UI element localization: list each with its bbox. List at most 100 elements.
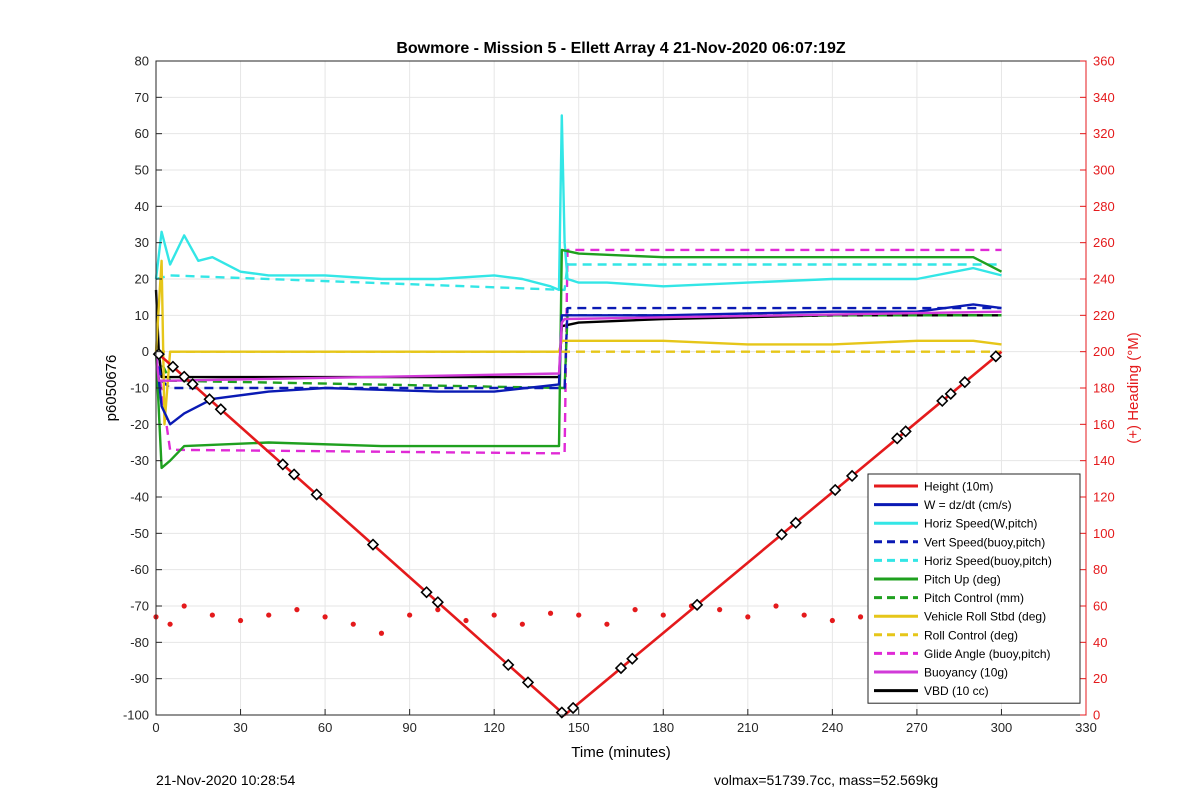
y2-tick-label: 280 bbox=[1093, 199, 1115, 214]
heading-point bbox=[745, 614, 751, 620]
dive-marker bbox=[845, 469, 859, 483]
dive-marker bbox=[521, 676, 535, 689]
heading-point bbox=[829, 617, 835, 624]
legend-label: Vert Speed(buoy,pitch) bbox=[924, 535, 1045, 549]
y-tick-label: -10 bbox=[130, 381, 149, 396]
dive-marker bbox=[203, 393, 216, 406]
y2-tick-label: 260 bbox=[1093, 235, 1115, 250]
dive-marker bbox=[944, 387, 957, 400]
legend-label: Pitch Control (mm) bbox=[924, 591, 1024, 605]
dive-marker bbox=[502, 658, 515, 672]
footer-timestamp: 21-Nov-2020 10:28:54 bbox=[156, 772, 296, 788]
dive-marker bbox=[166, 360, 180, 373]
footer-stats: volmax=51739.7cc, mass=52.569kg bbox=[714, 772, 939, 788]
dive-marker bbox=[420, 586, 433, 599]
heading-point bbox=[717, 607, 723, 613]
dive-marker bbox=[366, 538, 380, 551]
dive-marker bbox=[789, 516, 802, 529]
y2-axis-label: (+) Heading (°M) bbox=[1125, 332, 1142, 443]
heading-point bbox=[463, 617, 469, 624]
y-tick-label: -50 bbox=[130, 526, 149, 541]
y2-tick-label: 180 bbox=[1093, 381, 1115, 396]
x-tick-label: 30 bbox=[233, 720, 247, 735]
x-tick-label: 180 bbox=[652, 720, 674, 735]
heading-point bbox=[435, 607, 441, 613]
markers-layer bbox=[152, 348, 1002, 719]
dive-marker bbox=[989, 350, 1002, 363]
x-tick-label: 210 bbox=[737, 720, 759, 735]
dive-marker bbox=[899, 425, 912, 438]
x-tick-label: 60 bbox=[318, 720, 332, 735]
legend: Height (10m) W = dz/dt (cm/s) Horiz Speed(… bbox=[867, 473, 1081, 704]
y-tick-label: 70 bbox=[135, 90, 149, 105]
dive-marker bbox=[958, 376, 971, 389]
y-tick-label: -30 bbox=[130, 453, 149, 468]
y2-tick-label: 340 bbox=[1093, 90, 1115, 105]
x-tick-label: 240 bbox=[822, 720, 844, 735]
y-tick-label: -90 bbox=[130, 671, 149, 686]
y-tick-label: 20 bbox=[135, 272, 149, 287]
y2-tick-label: 0 bbox=[1093, 708, 1100, 723]
y-tick-label: -100 bbox=[123, 708, 149, 723]
x-tick-label: 90 bbox=[402, 720, 416, 735]
chart-title: Bowmore - Mission 5 - Ellett Array 4 21-… bbox=[396, 40, 846, 57]
y2-tick-label: 300 bbox=[1093, 163, 1115, 178]
heading-point bbox=[547, 610, 554, 616]
y-tick-label: -60 bbox=[130, 562, 149, 577]
dive-marker bbox=[186, 378, 199, 391]
dive-marker bbox=[431, 596, 444, 609]
y2-tick-label: 60 bbox=[1093, 599, 1107, 614]
legend-label: Roll Control (deg) bbox=[924, 628, 1018, 642]
y2-tick-label: 220 bbox=[1093, 308, 1115, 323]
y2-tick-label: 40 bbox=[1093, 635, 1107, 650]
x-tick-label: 330 bbox=[1075, 720, 1097, 735]
x-tick-label: 300 bbox=[991, 720, 1013, 735]
x-tick-label: 120 bbox=[483, 720, 505, 735]
x-axis-label: Time (minutes) bbox=[571, 744, 670, 761]
y-tick-label: -70 bbox=[130, 599, 149, 614]
legend-label: Glide Angle (buoy,pitch) bbox=[924, 647, 1051, 661]
series-line bbox=[154, 114, 1002, 292]
dive-marker bbox=[626, 652, 639, 665]
legend-box bbox=[867, 473, 1081, 704]
y-tick-label: 10 bbox=[135, 308, 149, 323]
dive-marker bbox=[829, 483, 842, 497]
y-tick-label: 30 bbox=[135, 235, 149, 250]
legend-label: Vehicle Roll Stbd (deg) bbox=[924, 610, 1046, 624]
heading-point bbox=[604, 621, 610, 627]
y2-tick-label: 320 bbox=[1093, 126, 1115, 141]
series-line bbox=[155, 263, 1002, 292]
y2-tick-label: 80 bbox=[1093, 562, 1107, 577]
heading-point bbox=[181, 603, 187, 609]
y-tick-label: 60 bbox=[135, 126, 149, 141]
y2-tick-label: 240 bbox=[1093, 272, 1115, 287]
legend-label: VBD (10 cc) bbox=[924, 684, 989, 698]
dive-marker bbox=[775, 528, 788, 541]
x-tick-label: 150 bbox=[568, 720, 590, 735]
heading-point bbox=[857, 614, 864, 620]
heading-point bbox=[773, 603, 779, 609]
dive-marker bbox=[214, 403, 227, 416]
y-tick-label: -40 bbox=[130, 490, 149, 505]
legend-label: Height (10m) bbox=[924, 480, 993, 494]
heading-point bbox=[632, 607, 638, 613]
legend-label: Horiz Speed(W,pitch) bbox=[924, 517, 1037, 531]
heading-point bbox=[407, 612, 413, 618]
legend-label: Horiz Speed(buoy,pitch) bbox=[924, 554, 1052, 568]
y-tick-label: -20 bbox=[130, 417, 149, 432]
y2-tick-label: 360 bbox=[1093, 54, 1115, 69]
y-axis-label: p6050676 bbox=[103, 355, 120, 422]
y2-tick-label: 100 bbox=[1093, 526, 1115, 541]
heading-point bbox=[266, 612, 272, 618]
y-tick-label: 0 bbox=[142, 344, 149, 359]
y2-tick-label: 20 bbox=[1093, 671, 1107, 686]
series-line bbox=[154, 306, 1002, 390]
series-line bbox=[154, 310, 1002, 382]
dive-marker bbox=[936, 394, 949, 408]
dive-marker bbox=[891, 432, 904, 445]
dive-marker bbox=[276, 458, 289, 471]
heading-point bbox=[294, 607, 300, 613]
heading-point bbox=[237, 617, 244, 624]
dive-marker bbox=[690, 598, 704, 611]
dive-marker bbox=[178, 370, 191, 383]
